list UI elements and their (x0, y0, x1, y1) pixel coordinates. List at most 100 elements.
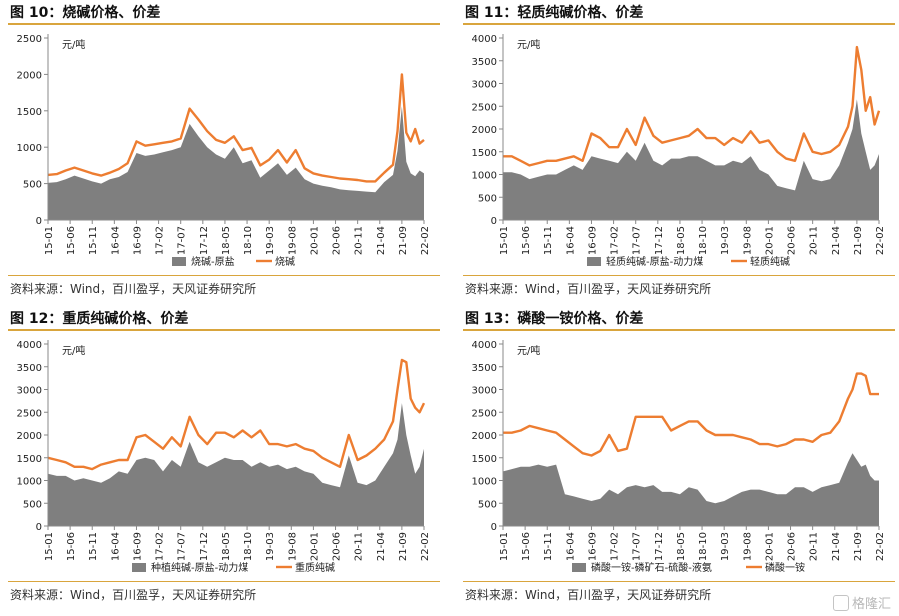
x-tick-label: 15-01 (44, 226, 55, 255)
unit-label: 元/吨 (517, 38, 540, 51)
y-tick-label: 500 (23, 180, 42, 191)
x-tick-label: 16-09 (587, 532, 598, 561)
x-tick-label: 19-08 (287, 226, 298, 255)
source-note: 资料来源：Wind，百川盈孚，天风证券研究所 (10, 588, 257, 602)
y-tick-label: 1500 (17, 454, 42, 465)
x-tick-label: 16-09 (132, 226, 143, 255)
x-tick-label: 18-05 (676, 532, 687, 561)
legend-label: 种植纯碱-原盐-动力煤 (151, 561, 248, 574)
legend-label: 烧碱 (275, 255, 295, 268)
x-tick-label: 16-04 (565, 226, 576, 255)
chart-panel-4: 图 13：磷酸一铵价格、价差 0 500 1000 1500 2000 2500 3000 3… (459, 306, 899, 612)
x-tick-label: 21-09 (398, 532, 409, 561)
source-divider (8, 581, 440, 582)
x-tick-label: 22-02 (420, 532, 431, 561)
x-tick-label: 20-06 (787, 226, 798, 255)
chart-2: 0 500 1000 1500 2000 2500 3000 3500 4000 元/吨 15-01… (472, 34, 886, 268)
watermark: 格隆汇 (832, 593, 891, 612)
x-tick-label: 17-02 (610, 226, 621, 255)
legend-label: 烧碱-原盐 (191, 255, 235, 268)
source-note: 资料来源：Wind，百川盈孚，天风证券研究所 (465, 282, 712, 296)
x-tick-label: 18-10 (698, 532, 709, 561)
y-tick-label: 2000 (472, 431, 497, 442)
series-area-0 (503, 453, 879, 526)
x-tick-label: 21-04 (831, 226, 842, 255)
source-note: 资料来源：Wind，百川盈孚，天风证券研究所 (465, 588, 712, 602)
x-tick-label: 21-09 (853, 226, 864, 255)
panel-title: 图 11：轻质纯碱价格、价差 (465, 5, 644, 21)
watermark-logo-icon (832, 595, 849, 611)
x-tick-label: 20-06 (332, 532, 343, 561)
series-line-1 (47, 73, 425, 183)
y-tick-label: 4000 (472, 340, 497, 351)
legend-label: 轻质纯碱 (750, 255, 790, 268)
x-tick-label: 17-12 (199, 532, 210, 561)
x-tick-label: 15-11 (88, 226, 99, 255)
x-tick-label: 16-04 (110, 532, 121, 561)
x-tick-label: 15-06 (521, 226, 532, 255)
x-tick-label: 17-07 (632, 532, 643, 561)
x-tick-label: 20-01 (309, 226, 320, 255)
series-area-0 (503, 99, 879, 220)
chart-panel-1: 图 10：烧碱价格、价差 0 500 1000 1500 2000 2500 元/吨 15-0… (4, 0, 444, 306)
y-tick-label: 1500 (472, 454, 497, 465)
x-tick-label: 17-07 (177, 532, 188, 561)
x-tick-label: 20-11 (354, 226, 365, 255)
y-tick-label: 2500 (17, 408, 42, 419)
watermark-text: 格隆汇 (851, 597, 891, 612)
legend-swatch-area (572, 563, 586, 572)
y-tick-label: 2000 (17, 70, 42, 81)
y-tick-label: 3500 (472, 363, 497, 374)
chart-4: 0 500 1000 1500 2000 2500 3000 3500 4000 元/吨 15-01… (472, 340, 886, 574)
x-tick-label: 21-09 (398, 226, 409, 255)
x-tick-label: 20-01 (764, 226, 775, 255)
x-tick-label: 20-11 (809, 226, 820, 255)
x-tick-label: 20-11 (809, 532, 820, 561)
x-tick-label: 17-02 (155, 532, 166, 561)
y-tick-label: 1500 (472, 148, 497, 159)
title-divider (8, 23, 440, 25)
x-tick-label: 18-10 (243, 532, 254, 561)
x-tick-label: 22-02 (875, 226, 886, 255)
x-tick-label: 18-10 (698, 226, 709, 255)
x-tick-label: 22-02 (875, 532, 886, 561)
y-tick-label: 0 (36, 522, 42, 533)
y-tick-label: 2500 (472, 408, 497, 419)
x-tick-label: 17-12 (654, 532, 665, 561)
y-tick-label: 0 (491, 216, 497, 227)
y-tick-label: 4000 (17, 340, 42, 351)
x-tick-label: 19-08 (287, 532, 298, 561)
x-tick-label: 15-06 (521, 532, 532, 561)
x-tick-label: 21-04 (376, 532, 387, 561)
unit-label: 元/吨 (517, 344, 540, 357)
legend-label: 磷酸一铵 (765, 561, 805, 574)
y-tick-label: 0 (491, 522, 497, 533)
x-tick-label: 19-03 (720, 226, 731, 255)
y-tick-label: 2500 (17, 34, 42, 45)
y-tick-label: 1000 (17, 477, 42, 488)
x-tick-label: 16-09 (587, 226, 598, 255)
chart-3: 0 500 1000 1500 2000 2500 3000 3500 4000 元/吨 15-01… (17, 340, 431, 574)
x-tick-label: 21-04 (376, 226, 387, 255)
y-tick-label: 2000 (17, 431, 42, 442)
x-tick-label: 19-03 (265, 226, 276, 255)
series-area-0 (48, 403, 424, 526)
x-tick-label: 17-07 (177, 226, 188, 255)
y-tick-label: 500 (478, 499, 497, 510)
x-tick-label: 21-04 (831, 532, 842, 561)
x-tick-label: 18-05 (221, 226, 232, 255)
x-tick-label: 18-05 (221, 532, 232, 561)
y-tick-label: 3000 (17, 386, 42, 397)
x-tick-label: 17-02 (610, 532, 621, 561)
x-tick-label: 16-04 (565, 532, 576, 561)
x-tick-label: 21-09 (853, 532, 864, 561)
y-tick-label: 4000 (472, 34, 497, 45)
x-tick-label: 17-07 (632, 226, 643, 255)
series-line-1 (503, 45, 881, 167)
y-tick-label: 2500 (472, 102, 497, 113)
y-tick-label: 500 (478, 193, 497, 204)
legend-swatch-area (132, 563, 146, 572)
x-tick-label: 15-01 (44, 532, 55, 561)
x-tick-label: 19-08 (742, 226, 753, 255)
chart-panel-2: 图 11：轻质纯碱价格、价差 0 500 1000 1500 2000 2500 3000 3… (459, 0, 899, 306)
